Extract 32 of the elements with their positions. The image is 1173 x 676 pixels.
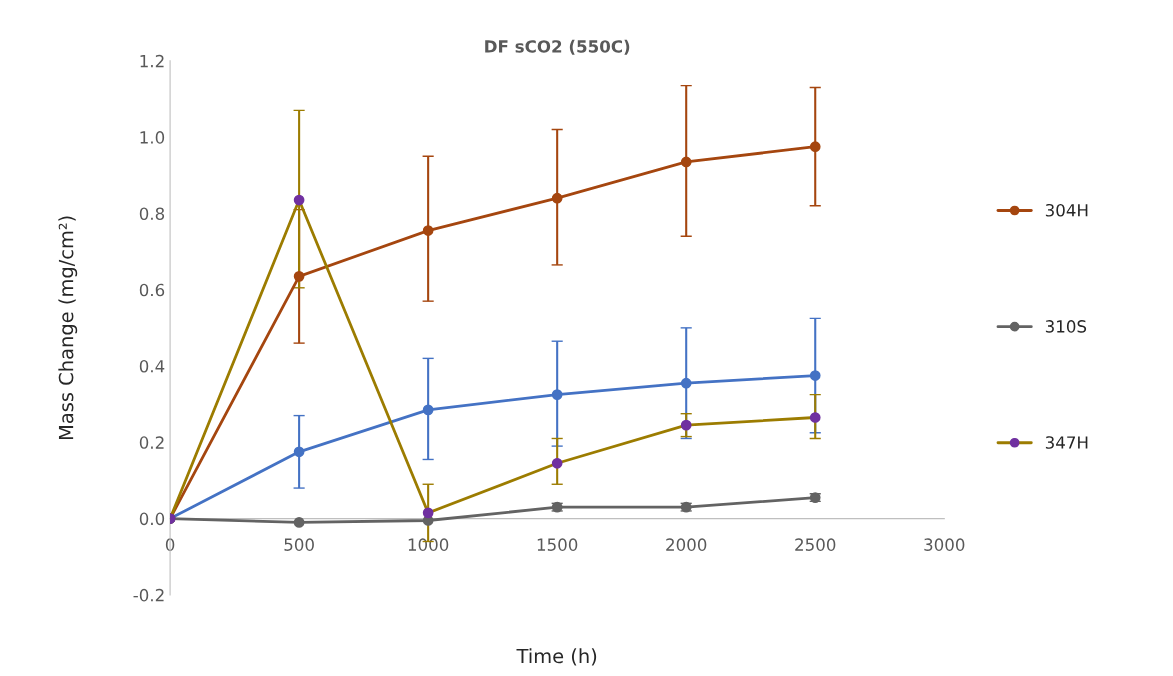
y-tick-label: -0.2 xyxy=(133,588,164,602)
legend-label: 304H xyxy=(1045,203,1088,217)
y-tick-label: 0.2 xyxy=(139,436,164,449)
y-tick-label: 0.0 xyxy=(139,512,165,526)
y-tick-label: 1.0 xyxy=(140,131,165,144)
x-tick-label: 500 xyxy=(284,538,314,551)
x-tick-label: 1000 xyxy=(408,538,449,551)
chart-title: DF sCO2 (550C) xyxy=(485,39,630,55)
point xyxy=(422,225,434,236)
y-axis-title: Mass Change (mg/cm²) xyxy=(58,216,78,440)
point xyxy=(809,141,821,153)
legend-label: 310S xyxy=(1045,320,1087,333)
y-tick-label: 0.4 xyxy=(139,359,165,373)
x-tick-label: 0 xyxy=(165,538,175,551)
point xyxy=(293,517,305,528)
point xyxy=(809,370,821,381)
x-tick-label: 1500 xyxy=(537,538,578,551)
x-tick-label: 2500 xyxy=(795,538,836,551)
x-tick-label: 3000 xyxy=(924,538,965,551)
x-axis-title: Time (h) xyxy=(516,648,597,666)
point xyxy=(680,156,692,168)
point xyxy=(293,271,305,282)
y-tick-label: 0.6 xyxy=(139,283,165,297)
y-tick-label: 1.2 xyxy=(140,54,164,68)
point xyxy=(551,389,563,400)
point xyxy=(680,377,692,389)
point xyxy=(551,192,563,204)
y-tick-label: 0.8 xyxy=(139,207,165,220)
legend-label: 347H xyxy=(1045,436,1088,449)
point xyxy=(422,404,434,416)
point xyxy=(293,446,305,458)
x-tick-label: 2000 xyxy=(666,538,707,551)
